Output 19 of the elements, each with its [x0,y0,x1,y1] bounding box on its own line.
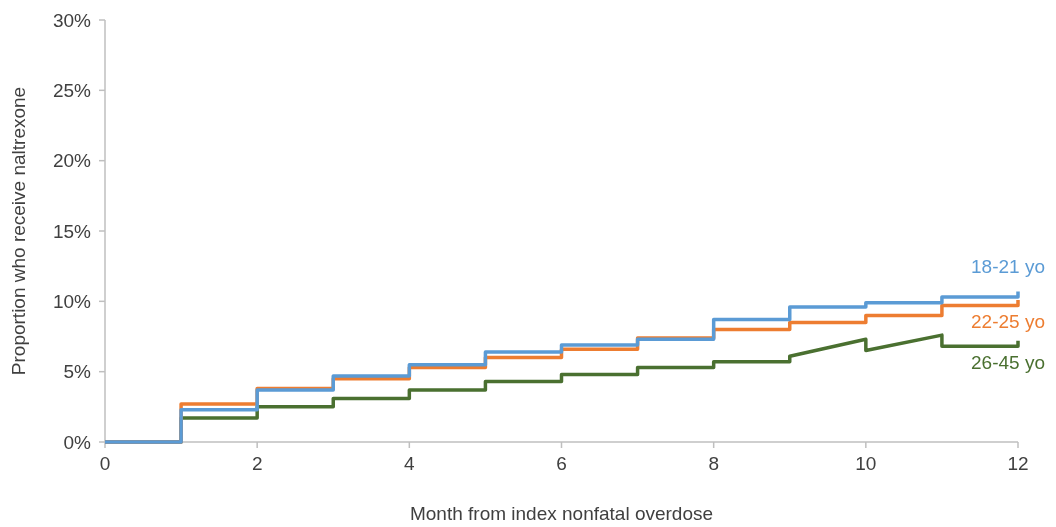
series-label: 18-21 yo [971,256,1045,278]
x-tick-label: 6 [556,453,567,474]
x-axis-title: Month from index nonfatal overdose [409,503,714,524]
x-tick-label: 0 [99,453,111,474]
y-tick-label: 5% [63,361,92,383]
x-tick-label: 8 [708,453,719,474]
y-tick-label: 0% [63,431,92,453]
x-tick-label: 10 [855,453,877,474]
y-tick-label: 20% [52,150,92,172]
x-tick-label: 4 [404,453,416,474]
x-tick-label: 12 [1007,453,1029,474]
x-tick-label: 2 [251,453,263,474]
series-label: 22-25 yo [971,310,1045,332]
y-tick-label: 25% [52,79,92,101]
y-tick-label: 10% [52,290,92,312]
y-tick-label: 30% [52,9,92,31]
y-axis-title: Proportion who receive naltrexone [8,86,29,376]
series-label: 26-45 yo [971,351,1045,373]
y-tick-label: 15% [52,220,92,242]
